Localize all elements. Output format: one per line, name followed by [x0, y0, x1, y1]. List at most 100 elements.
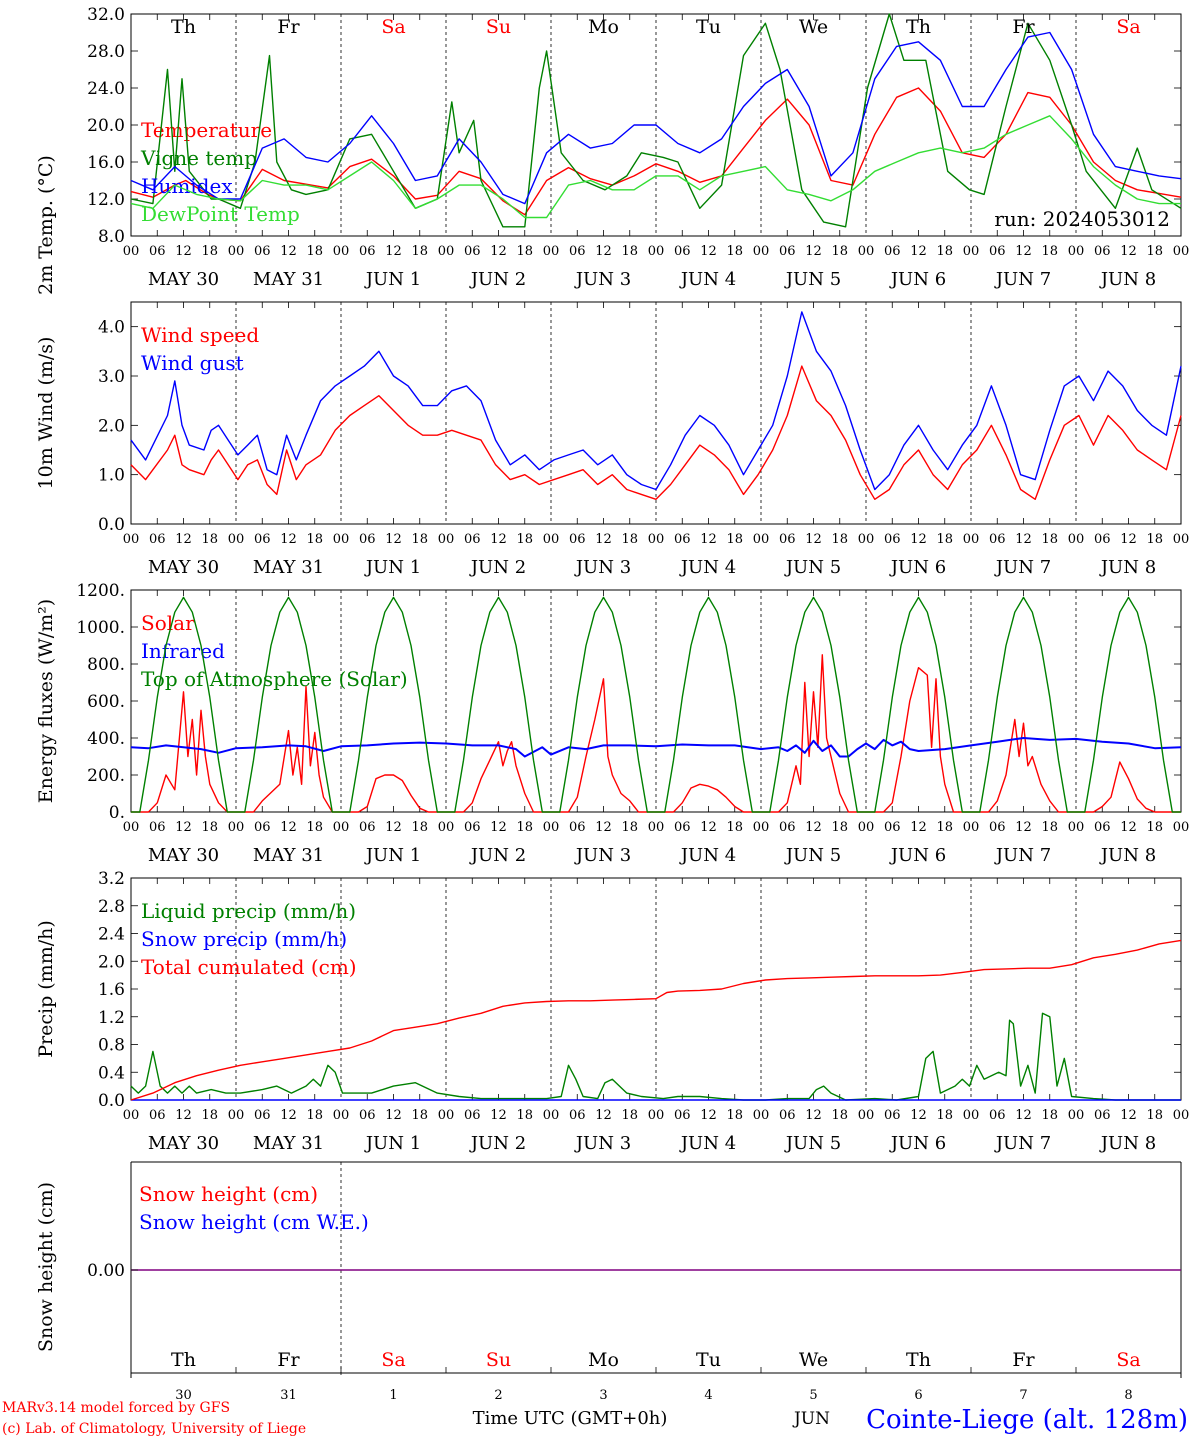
hour-tick-label: 12: [700, 244, 717, 259]
day-name: Sa: [1116, 16, 1140, 38]
legend-entry: Snow height (cm): [139, 1182, 318, 1206]
hour-tick-label: 18: [726, 820, 743, 835]
hour-tick-label: 06: [464, 244, 481, 259]
hour-tick-label: 12: [805, 532, 822, 547]
hour-tick-label: 06: [569, 532, 586, 547]
hour-tick-label: 12: [910, 1108, 927, 1123]
hour-tick-label: 06: [569, 244, 586, 259]
hour-tick-label: 12: [595, 244, 612, 259]
hour-tick-label: 06: [989, 244, 1006, 259]
hour-tick-label: 06: [779, 820, 796, 835]
y-tick-label: 0.0: [98, 515, 125, 535]
series-line-red: [130, 939, 1182, 1101]
hour-tick-label: 12: [1015, 532, 1032, 547]
hour-tick-label: 12: [175, 532, 192, 547]
hour-tick-label: 06: [779, 244, 796, 259]
x-axis-month: JUN: [792, 1409, 830, 1429]
hour-tick-label: 00: [1173, 244, 1190, 259]
hour-tick-label: 00: [1068, 244, 1085, 259]
hour-tick-label: 06: [674, 1108, 691, 1123]
date-label: JUN 8: [1099, 269, 1156, 290]
hour-tick-label: 12: [700, 820, 717, 835]
date-label: MAY 31: [253, 845, 324, 866]
hour-tick-label: 18: [831, 1108, 848, 1123]
hour-tick-label: 06: [779, 532, 796, 547]
model-credit: MARv3.14 model forced by GFS: [2, 1400, 230, 1416]
hour-tick-label: 00: [1173, 1108, 1190, 1123]
hour-tick-label: 12: [700, 1108, 717, 1123]
legend-entry: Top of Atmosphere (Solar): [141, 667, 408, 691]
hour-tick-label: 12: [1120, 820, 1137, 835]
hour-tick-label: 18: [201, 532, 218, 547]
series-line-red: [130, 365, 1182, 500]
date-label: JUN 3: [574, 557, 631, 578]
y-tick-label: 0.00: [87, 1261, 125, 1281]
hour-tick-label: 12: [910, 820, 927, 835]
hour-tick-label: 06: [359, 1108, 376, 1123]
day-name: Th: [906, 1349, 931, 1371]
date-label: JUN 7: [994, 1133, 1051, 1154]
date-label: JUN 5: [784, 845, 841, 866]
hour-tick-label: 12: [1120, 1108, 1137, 1123]
date-label: MAY 30: [148, 845, 219, 866]
y-tick-label: 0.: [109, 803, 125, 823]
hour-tick-label: 12: [1120, 532, 1137, 547]
hour-tick-label: 18: [411, 820, 428, 835]
hour-tick-label: 12: [385, 820, 402, 835]
day-number: 4: [704, 1388, 712, 1403]
hour-tick-label: 06: [569, 1108, 586, 1123]
hour-tick-label: 18: [411, 532, 428, 547]
date-label: JUN 3: [574, 1133, 631, 1154]
day-number: 2: [494, 1388, 502, 1403]
hour-tick-label: 12: [175, 244, 192, 259]
date-label: JUN 4: [679, 845, 736, 866]
hour-tick-label: 00: [648, 820, 665, 835]
y-tick-label: 1200.: [76, 581, 125, 601]
hour-tick-label: 18: [201, 820, 218, 835]
hour-tick-label: 18: [726, 1108, 743, 1123]
hour-tick-label: 06: [1094, 820, 1111, 835]
hour-tick-label: 12: [385, 244, 402, 259]
chart-panel-5: 0.00 Snow height (cm) Snow height (cm) Snow…: [35, 1161, 1182, 1403]
day-name: We: [799, 16, 828, 38]
day-number: 31: [280, 1388, 297, 1403]
date-label: JUN 5: [784, 1133, 841, 1154]
hour-tick-label: 18: [621, 1108, 638, 1123]
hour-tick-label: 06: [149, 820, 166, 835]
hour-tick-label: 00: [1068, 820, 1085, 835]
date-label: JUN 6: [889, 269, 946, 290]
hour-tick-label: 18: [1041, 1108, 1058, 1123]
y-axis-title: Energy fluxes (W/m²): [35, 599, 57, 803]
hour-tick-label: 18: [306, 244, 323, 259]
date-label: JUN 5: [784, 269, 841, 290]
day-name: We: [799, 1349, 828, 1371]
hour-tick-label: 00: [858, 1108, 875, 1123]
y-tick-label: 1.2: [98, 1008, 125, 1028]
y-tick-label: 1.0: [98, 466, 125, 486]
hour-tick-label: 00: [333, 1108, 350, 1123]
series-line-green: [130, 1012, 1181, 1101]
hour-tick-label: 12: [910, 244, 927, 259]
x-axis-title: Time UTC (GMT+0h): [473, 1408, 668, 1429]
legend-entry: Solar: [141, 611, 195, 635]
date-label: MAY 30: [148, 1133, 219, 1154]
date-label: JUN 1: [364, 1133, 421, 1154]
date-label: JUN 2: [469, 845, 526, 866]
hour-tick-label: 00: [648, 532, 665, 547]
day-name: Fr: [1012, 1349, 1035, 1371]
hour-tick-label: 18: [936, 532, 953, 547]
date-label: MAY 31: [253, 269, 324, 290]
hour-tick-label: 18: [201, 244, 218, 259]
hour-tick-label: 18: [936, 244, 953, 259]
hour-tick-label: 00: [123, 532, 140, 547]
hour-tick-label: 06: [1094, 244, 1111, 259]
day-number: 8: [1124, 1388, 1132, 1403]
hour-tick-label: 12: [280, 1108, 297, 1123]
hour-tick-label: 00: [543, 244, 560, 259]
date-label: JUN 1: [364, 557, 421, 578]
date-label: JUN 1: [364, 845, 421, 866]
series-line-light_green: [130, 115, 1181, 219]
hour-tick-label: 00: [333, 244, 350, 259]
y-tick-label: 400.: [87, 729, 125, 749]
y-tick-label: 2.0: [98, 952, 125, 972]
